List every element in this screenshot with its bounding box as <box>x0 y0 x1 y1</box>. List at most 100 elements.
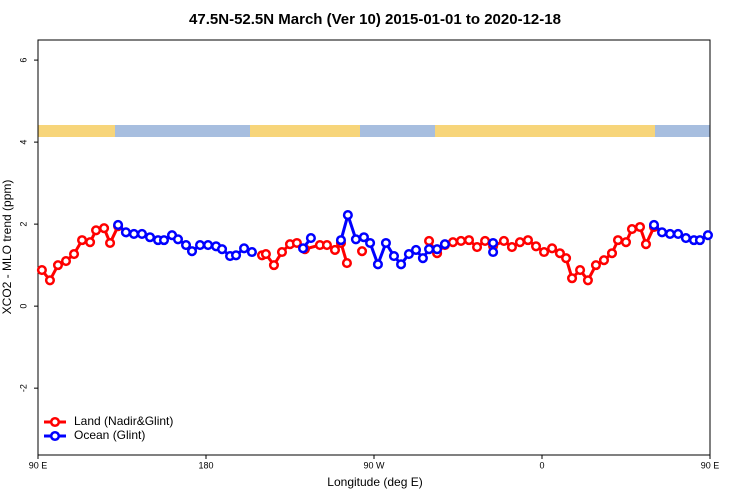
data-point <box>567 273 578 284</box>
data-point <box>694 235 705 246</box>
data-point <box>380 237 391 249</box>
legend-marker <box>49 416 61 428</box>
land-segment <box>250 125 360 137</box>
data-point <box>350 234 361 245</box>
data-point <box>498 235 509 246</box>
data-point <box>298 243 309 254</box>
data-point <box>91 225 102 236</box>
y-tick-label: 6 <box>18 58 28 63</box>
data-point <box>620 237 632 248</box>
data-point <box>417 253 428 264</box>
data-point <box>335 235 347 246</box>
data-point <box>180 239 192 251</box>
data-point <box>447 237 459 248</box>
data-point <box>276 246 288 258</box>
data-point <box>105 237 116 249</box>
data-point <box>648 219 660 230</box>
data-point <box>463 235 475 246</box>
data-point <box>172 234 184 245</box>
data-point <box>358 232 369 243</box>
data-point <box>590 260 601 271</box>
data-point <box>547 243 558 254</box>
y-tick-label: -2 <box>18 384 28 392</box>
data-point <box>626 223 638 235</box>
data-point <box>357 246 368 257</box>
land-segment <box>38 125 115 137</box>
data-point <box>471 242 483 253</box>
data-point <box>554 248 565 259</box>
data-point <box>36 265 47 276</box>
data-point <box>598 255 610 266</box>
data-point <box>113 219 124 230</box>
data-point <box>136 228 148 240</box>
data-point <box>246 246 257 258</box>
data-point <box>365 237 376 249</box>
data-point <box>120 227 131 238</box>
data-point <box>506 242 517 253</box>
legend-label: Land (Nadir&Glint) <box>74 414 173 428</box>
data-point <box>530 241 542 252</box>
data-point <box>329 244 341 256</box>
x-tick-label: 0 <box>539 460 544 470</box>
legend-marker <box>49 430 61 442</box>
y-tick-label: 2 <box>18 222 28 227</box>
data-point <box>77 235 88 246</box>
data-point <box>268 260 279 271</box>
data-point <box>606 248 618 259</box>
data-point <box>85 237 96 248</box>
data-point <box>68 249 80 260</box>
data-point <box>455 235 467 246</box>
x-tick-label: 90 E <box>29 460 48 470</box>
data-point <box>575 265 586 276</box>
data-point <box>680 233 691 244</box>
data-point <box>656 227 668 238</box>
x-tick-label: 90 E <box>701 460 720 470</box>
data-point <box>432 244 443 255</box>
land-ocean-strip <box>38 125 710 137</box>
ocean-segment <box>360 125 435 137</box>
data-point <box>128 228 139 240</box>
data-point <box>388 251 400 262</box>
ocean-segment <box>655 125 710 137</box>
y-tick-label: 0 <box>18 304 28 309</box>
data-point <box>439 239 450 250</box>
data-point <box>582 275 593 286</box>
chart-title: 47.5N-52.5N March (Ver 10) 2015-01-01 to… <box>189 11 561 28</box>
data-point <box>158 235 170 246</box>
data-point <box>260 249 271 260</box>
data-point <box>424 244 435 255</box>
x-axis-label: Longitude (deg E) <box>327 475 422 489</box>
x-tick-label: 90 W <box>363 460 385 470</box>
x-tick-label: 180 <box>198 460 213 470</box>
data-point <box>44 275 55 286</box>
data-point <box>640 239 652 250</box>
data-point <box>99 223 110 234</box>
data-point <box>52 260 64 271</box>
data-point <box>341 258 352 269</box>
data-point <box>410 244 422 256</box>
data-point <box>305 233 316 244</box>
data-point <box>217 244 228 255</box>
data-point <box>239 243 250 254</box>
y-tick-label: 4 <box>18 140 28 145</box>
data-point <box>144 232 156 243</box>
data-point <box>60 255 72 267</box>
data-point <box>673 228 684 240</box>
data-point <box>665 228 676 240</box>
data-point <box>514 237 526 248</box>
data-point <box>612 235 624 246</box>
legend-label: Ocean (Glint) <box>74 428 145 442</box>
data-point <box>321 239 333 251</box>
y-axis-label: XCO2 - MLO trend (ppm) <box>0 180 14 315</box>
data-point <box>424 235 435 246</box>
data-point <box>291 237 302 249</box>
land-segment <box>435 125 655 137</box>
data-point <box>342 210 353 221</box>
data-point <box>203 239 214 251</box>
data-point <box>194 239 206 251</box>
data-point <box>702 230 713 241</box>
data-point <box>488 237 499 249</box>
data-point <box>186 246 198 257</box>
